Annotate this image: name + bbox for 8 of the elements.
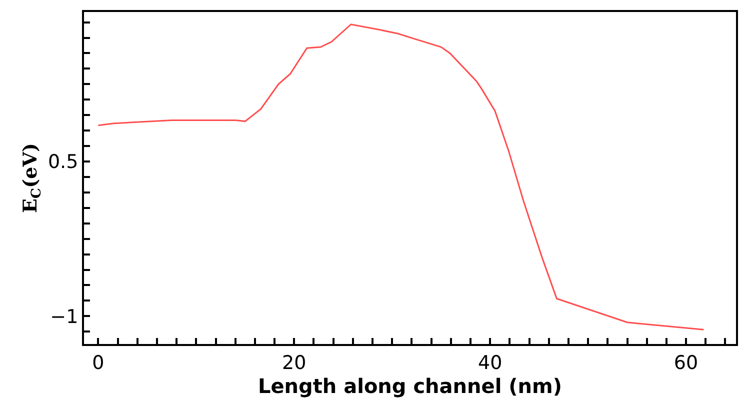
line-series [97,24,704,330]
y-tick-label: −1 [50,306,78,328]
x-axis-title: Length along channel (nm) [258,374,562,398]
x-tick-label: 0 [92,352,104,374]
x-tick-label: 40 [478,352,502,374]
x-tick-label: 20 [282,352,306,374]
x-tick-label: 60 [674,352,698,374]
y-tick-label: 0.5 [48,151,78,174]
